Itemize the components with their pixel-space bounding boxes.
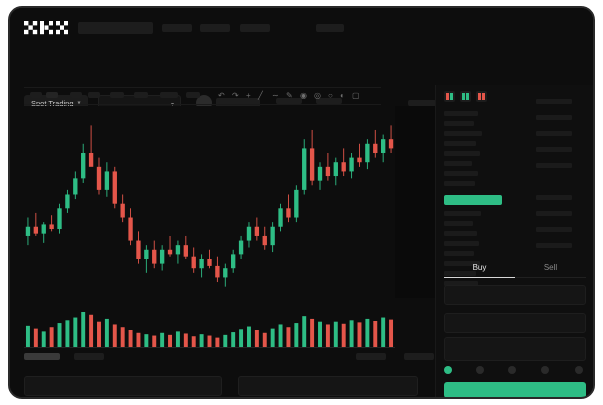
market-header-bar: Spot Trading ▾ ▾ <box>10 45 593 112</box>
pencil-icon[interactable]: ✎ <box>286 91 293 100</box>
timeframe-button-2[interactable] <box>70 92 82 98</box>
order-book-bid-row[interactable] <box>444 221 473 226</box>
bids-depth-icon[interactable] <box>460 91 471 102</box>
order-book-ask-row[interactable] <box>444 141 476 146</box>
bottom-tab-2[interactable] <box>356 353 386 360</box>
order-book-bid-row[interactable] <box>444 251 474 256</box>
market-stat-0 <box>276 98 302 104</box>
order-book-size-row <box>536 243 572 248</box>
bottom-panel-left[interactable] <box>24 376 222 396</box>
order-book-size-row <box>536 163 572 168</box>
candlestick-svg <box>25 125 394 287</box>
trading-mode-label: Spot Trading <box>31 98 74 108</box>
nav-item-3[interactable] <box>316 24 344 32</box>
nav-item-0[interactable] <box>162 24 192 32</box>
eraser-icon[interactable]: ◉ <box>300 91 307 100</box>
bottom-tab-3[interactable] <box>404 353 434 360</box>
redo-icon[interactable]: ↷ <box>232 91 239 100</box>
chevron-down-icon: ▾ <box>170 102 174 108</box>
okx-logo[interactable] <box>24 21 68 35</box>
wave-icon[interactable]: ∼ <box>272 91 279 100</box>
eye-icon[interactable]: ◐ <box>340 91 345 100</box>
search-input[interactable] <box>78 22 153 34</box>
order-book-size-row <box>536 227 572 232</box>
market-stat-2 <box>316 98 342 104</box>
order-book-bid-row[interactable] <box>444 241 479 246</box>
order-book-bid-row[interactable] <box>444 271 476 276</box>
order-book-ask-row[interactable] <box>444 111 478 116</box>
order-book-ask-row[interactable] <box>444 171 478 176</box>
slider-dot-1[interactable] <box>476 366 484 374</box>
magnet-icon[interactable]: ◎ <box>314 91 321 100</box>
crosshair-icon[interactable]: + <box>246 91 251 100</box>
top-navigation-bar <box>10 8 593 45</box>
timeframe-button-0[interactable] <box>30 92 42 98</box>
app-screen: Spot Trading ▾ ▾ ↶ ↷ + ╱ <box>10 8 593 397</box>
chevron-down-icon: ▾ <box>77 100 81 106</box>
order-book-panel: Buy Sell <box>435 85 593 397</box>
order-book-ask-row[interactable] <box>444 151 480 156</box>
order-book-size-row <box>536 99 572 104</box>
order-amount-field[interactable] <box>444 313 586 333</box>
timeframe-button-6[interactable] <box>160 92 178 98</box>
indicator-button[interactable] <box>186 92 200 98</box>
order-book-ask-row[interactable] <box>444 131 482 136</box>
tablet-device-frame: Spot Trading ▾ ▾ ↶ ↷ + ╱ <box>8 6 595 399</box>
undo-icon[interactable]: ↶ <box>218 91 225 100</box>
timeframe-button-1[interactable] <box>46 92 58 98</box>
order-book-ask-row[interactable] <box>444 161 472 166</box>
order-price-field[interactable] <box>444 285 586 305</box>
order-book-ask-row[interactable] <box>444 121 474 126</box>
nav-item-2[interactable] <box>240 24 270 32</box>
tab-buy[interactable]: Buy <box>444 263 515 278</box>
order-book-ask-row[interactable] <box>444 181 475 186</box>
tab-sell[interactable]: Sell <box>515 263 586 278</box>
market-stat-4 <box>408 100 436 106</box>
both-depth-icon[interactable] <box>444 91 455 102</box>
slider-dot-2[interactable] <box>508 366 516 374</box>
slider-dot-3[interactable] <box>541 366 549 374</box>
nav-item-1[interactable] <box>200 24 230 32</box>
order-book-highlight-row[interactable] <box>444 195 502 205</box>
slider-dot-0[interactable] <box>444 366 452 374</box>
chart-overlay-artifact <box>395 106 435 298</box>
pair-name-label <box>216 98 260 108</box>
order-book-bid-row[interactable] <box>444 281 478 286</box>
order-side-tabs: Buy Sell <box>444 263 586 278</box>
bottom-panel-right[interactable] <box>238 376 418 396</box>
trendline-icon[interactable]: ╱ <box>258 91 263 100</box>
amount-slider[interactable] <box>444 366 586 376</box>
order-book-size-row <box>536 131 572 136</box>
volume-chart <box>24 308 395 348</box>
order-book-bid-row[interactable] <box>444 231 477 236</box>
order-book-size-row <box>536 195 572 200</box>
chart-toolbar <box>24 87 381 105</box>
order-total-field[interactable] <box>444 337 586 361</box>
trash-icon[interactable]: ▢ <box>352 91 360 100</box>
slider-dot-4[interactable] <box>575 366 583 374</box>
order-book-view-tabs <box>444 91 487 102</box>
order-book-bid-row[interactable] <box>444 261 480 266</box>
order-book-bid-row[interactable] <box>444 211 481 216</box>
bottom-tab-0[interactable] <box>24 353 60 360</box>
candlestick-chart[interactable] <box>24 106 395 306</box>
timeframe-button-3[interactable] <box>88 92 100 98</box>
order-book-size-row <box>536 211 572 216</box>
timeframe-button-4[interactable] <box>110 92 124 98</box>
lock-icon[interactable]: ○ <box>328 91 333 100</box>
asks-depth-icon[interactable] <box>476 91 487 102</box>
timeframe-button-5[interactable] <box>134 92 148 98</box>
order-book-size-row <box>536 115 572 120</box>
submit-buy-button[interactable] <box>444 382 586 397</box>
order-book-size-row <box>536 147 572 152</box>
bottom-tab-1[interactable] <box>74 353 104 360</box>
volume-svg <box>24 312 395 348</box>
